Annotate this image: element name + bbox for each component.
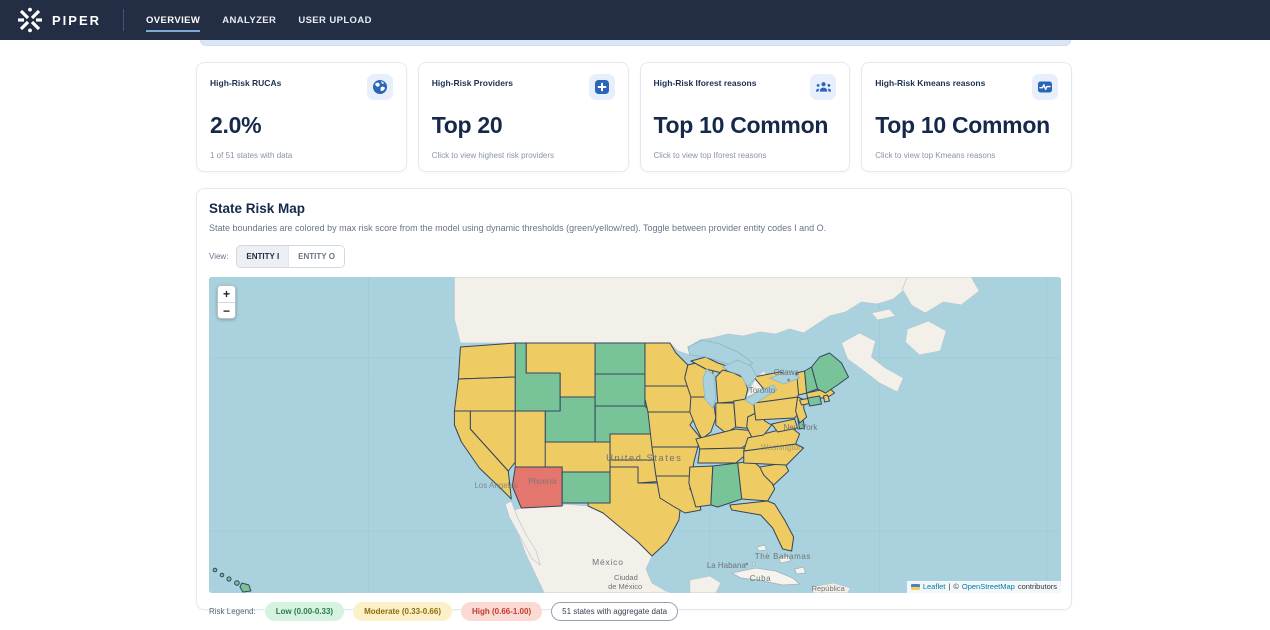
legend-pill-states-count: 51 states with aggregate data [551, 602, 679, 621]
svg-text:Cuba: Cuba [750, 574, 771, 583]
svg-text:Ottawa: Ottawa [774, 368, 800, 377]
risk-legend-row: Risk Legend: Low (0.00-0.33) Moderate (0… [209, 602, 1059, 621]
card-subtitle: Click to view top Iforest reasons [653, 151, 767, 160]
card-title: High-Risk Kmeans reasons [875, 78, 986, 88]
toggle-entity-i[interactable]: ENTITY I [237, 246, 289, 267]
state-NV[interactable] [469, 410, 516, 472]
card-title: High-Risk Iforest reasons [653, 78, 757, 88]
svg-text:Toronto: Toronto [749, 386, 776, 395]
svg-text:Phoenix: Phoenix [528, 477, 557, 486]
state-risk-map-section: State Risk Map State boundaries are colo… [196, 188, 1072, 621]
attribution-copyright: © [953, 582, 959, 591]
svg-text:de México: de México [608, 582, 642, 591]
state-FL[interactable] [729, 500, 795, 552]
state-WA[interactable] [457, 342, 516, 380]
card-high-risk-iforest[interactable]: High-Risk Iforest reasons Top 1 [639, 62, 851, 172]
card-high-risk-providers[interactable]: High-Risk Providers Top 20 Click to view… [417, 62, 629, 172]
state-ND[interactable] [594, 342, 646, 375]
svg-text:Los Angeles: Los Angeles [474, 481, 517, 490]
header-divider [123, 9, 125, 31]
users-icon [810, 74, 837, 100]
plus-icon [588, 74, 615, 100]
svg-text:República: República [812, 584, 846, 593]
view-toggle-row: View: ENTITY I ENTITY O [209, 245, 1059, 268]
state-HI[interactable] [219, 572, 225, 578]
map-viewport: + − [209, 277, 1061, 593]
nav-tab-overview[interactable]: OVERVIEW [146, 9, 201, 32]
card-subtitle: Click to view highest risk providers [431, 151, 555, 160]
brand-name: PIPER [52, 12, 102, 28]
state-ME[interactable] [811, 352, 849, 394]
great-lakes [687, 339, 801, 409]
nav-tab-analyzer[interactable]: ANALYZER [222, 14, 277, 26]
state-RI[interactable] [823, 394, 831, 403]
state-OR[interactable] [453, 376, 516, 412]
leaflet-link[interactable]: Leaflet [922, 582, 946, 591]
state-MD[interactable] [771, 418, 799, 433]
activity-icon [1032, 74, 1058, 100]
state-MS[interactable] [688, 465, 714, 508]
map-zoom-control: + − [217, 285, 236, 319]
view-label: View: [209, 252, 229, 261]
stat-cards-row: High-Risk RUCAs 2.0% 1 of 51 states with… [196, 62, 1072, 172]
card-value: Top 20 [431, 112, 503, 138]
svg-text:United States: United States [606, 453, 682, 464]
card-title: High-Risk RUCAs [210, 78, 282, 88]
state-AZ[interactable] [511, 466, 563, 509]
svg-text:La Habana: La Habana [707, 561, 747, 570]
zoom-in-button[interactable]: + [218, 286, 235, 302]
svg-text:Washington: Washington [761, 443, 803, 452]
land-canada-mexico [454, 277, 980, 593]
svg-text:México: México [592, 557, 624, 567]
legend-pill-high: High (0.66-1.00) [460, 602, 543, 621]
zoom-out-button[interactable]: − [218, 302, 235, 318]
state-HI[interactable] [234, 580, 240, 586]
nav-tab-user-upload[interactable]: USER UPLOAD [298, 14, 372, 26]
openstreetmap-link[interactable]: OpenStreetMap [961, 582, 1015, 591]
card-title: High-Risk Providers [431, 78, 513, 88]
us-states-layer [212, 342, 849, 593]
state-HI[interactable] [239, 582, 252, 593]
piper-logo-icon [16, 6, 44, 34]
state-AL[interactable] [710, 462, 743, 508]
card-subtitle: Click to view top Kmeans reasons [875, 151, 996, 160]
card-subtitle: 1 of 51 states with data [210, 151, 293, 160]
main-nav: OVERVIEW ANALYZER USER UPLOAD [146, 0, 372, 40]
cuba-bahamas-islands [730, 544, 807, 586]
ukraine-flag-icon [910, 583, 920, 590]
attribution-separator: | [948, 582, 951, 591]
section-title: State Risk Map [209, 201, 306, 216]
card-high-risk-kmeans[interactable]: High-Risk Kmeans reasons Top 10 Common C… [861, 62, 1072, 172]
card-high-risk-rucas[interactable]: High-Risk RUCAs 2.0% 1 of 51 states with… [196, 62, 407, 172]
risk-legend-label: Risk Legend: [209, 607, 256, 616]
state-SD[interactable] [594, 373, 646, 407]
svg-text:The Bahamas: The Bahamas [755, 552, 811, 561]
section-description: State boundaries are colored by max risk… [209, 223, 827, 233]
app-header: PIPER OVERVIEW ANALYZER USER UPLOAD [0, 0, 1270, 40]
card-value: Top 10 Common [875, 112, 1050, 138]
legend-pill-low: Low (0.00-0.33) [264, 602, 345, 621]
card-value: 2.0% [210, 112, 262, 138]
state-HI[interactable] [212, 567, 218, 573]
svg-text:Ciudad: Ciudad [614, 573, 638, 582]
entity-toggle-group: ENTITY I ENTITY O [236, 245, 345, 268]
us-risk-map[interactable]: Ottawa Toronto New York Washington Los A… [209, 277, 1061, 593]
state-NM[interactable] [561, 471, 611, 504]
card-value: Top 10 Common [653, 112, 829, 138]
svg-text:New York: New York [784, 423, 818, 432]
globe-icon [366, 74, 393, 100]
map-attribution: Leaflet | © OpenStreetMap contributors [906, 581, 1061, 593]
map-labels: Ottawa Toronto New York Washington Los A… [474, 368, 845, 593]
attribution-suffix: contributors [1017, 582, 1057, 591]
state-CT[interactable] [807, 395, 823, 407]
state-HI[interactable] [226, 576, 232, 582]
legend-pill-moderate: Moderate (0.33-0.66) [353, 602, 452, 621]
toggle-entity-o[interactable]: ENTITY O [288, 246, 344, 267]
banner-remnant [200, 40, 1071, 46]
